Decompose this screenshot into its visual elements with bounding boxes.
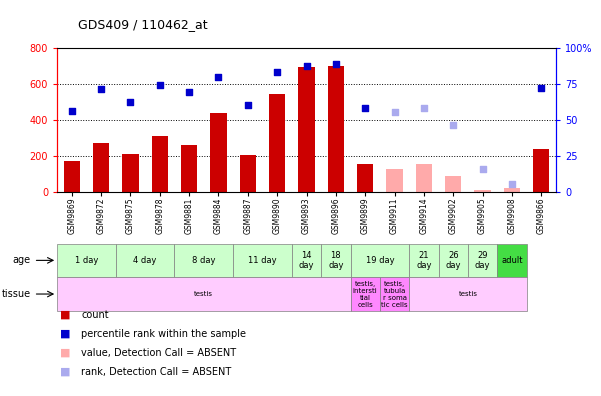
Text: 21
day: 21 day: [416, 251, 432, 270]
Text: age: age: [13, 255, 31, 265]
Text: rank, Detection Call = ABSENT: rank, Detection Call = ABSENT: [81, 367, 231, 377]
Text: ■: ■: [60, 348, 70, 358]
Text: 18
day: 18 day: [328, 251, 344, 270]
Bar: [210, 112, 227, 192]
Text: 14
day: 14 day: [299, 251, 314, 270]
Text: 8 day: 8 day: [192, 256, 216, 265]
Point: [507, 181, 517, 187]
Bar: [328, 67, 344, 192]
Bar: [116, 244, 174, 277]
Text: value, Detection Call = ABSENT: value, Detection Call = ABSENT: [81, 348, 236, 358]
Bar: [57, 277, 350, 311]
Point: [243, 102, 252, 109]
Bar: [123, 154, 138, 192]
Bar: [240, 155, 256, 192]
Text: testis,
intersti
tial
cells: testis, intersti tial cells: [353, 280, 377, 308]
Bar: [475, 190, 490, 192]
Bar: [350, 244, 409, 277]
Text: testis: testis: [194, 291, 213, 297]
Text: 1 day: 1 day: [75, 256, 98, 265]
Bar: [57, 244, 116, 277]
Bar: [468, 244, 497, 277]
Text: GDS409 / 110462_at: GDS409 / 110462_at: [78, 18, 208, 31]
Bar: [416, 164, 432, 192]
Text: count: count: [81, 310, 109, 320]
Text: 19 day: 19 day: [365, 256, 394, 265]
Bar: [380, 277, 409, 311]
Bar: [504, 188, 520, 192]
Point: [67, 108, 76, 114]
Bar: [64, 161, 80, 192]
Point: [214, 74, 224, 80]
Point: [419, 105, 429, 111]
Point: [272, 69, 282, 75]
Bar: [93, 143, 109, 192]
Bar: [181, 145, 197, 192]
Bar: [321, 244, 350, 277]
Bar: [439, 244, 468, 277]
Bar: [386, 169, 403, 192]
Point: [302, 63, 311, 69]
Bar: [151, 136, 168, 192]
Point: [361, 105, 370, 111]
Point: [448, 122, 458, 128]
Text: 29
day: 29 day: [475, 251, 490, 270]
Text: ■: ■: [60, 367, 70, 377]
Text: testis: testis: [459, 291, 477, 297]
Text: adult: adult: [501, 256, 523, 265]
Bar: [357, 164, 373, 192]
Bar: [350, 277, 380, 311]
Point: [537, 85, 546, 91]
Point: [478, 166, 487, 173]
Text: 4 day: 4 day: [133, 256, 157, 265]
Text: percentile rank within the sample: percentile rank within the sample: [81, 329, 246, 339]
Point: [126, 99, 135, 105]
Bar: [445, 176, 462, 192]
Point: [331, 61, 341, 67]
Bar: [409, 244, 439, 277]
Bar: [292, 244, 321, 277]
Text: testis,
tubula
r soma
tic cells: testis, tubula r soma tic cells: [381, 280, 408, 308]
Text: ■: ■: [60, 310, 70, 320]
Text: 26
day: 26 day: [445, 251, 461, 270]
Point: [96, 86, 106, 92]
Bar: [409, 277, 526, 311]
Point: [389, 109, 399, 115]
Point: [155, 82, 165, 89]
Bar: [299, 67, 314, 192]
Bar: [269, 93, 285, 192]
Bar: [174, 244, 233, 277]
Text: ■: ■: [60, 329, 70, 339]
Bar: [533, 148, 549, 192]
Bar: [233, 244, 292, 277]
Point: [185, 89, 194, 95]
Text: tissue: tissue: [2, 289, 31, 299]
Bar: [497, 244, 526, 277]
Text: 11 day: 11 day: [248, 256, 277, 265]
